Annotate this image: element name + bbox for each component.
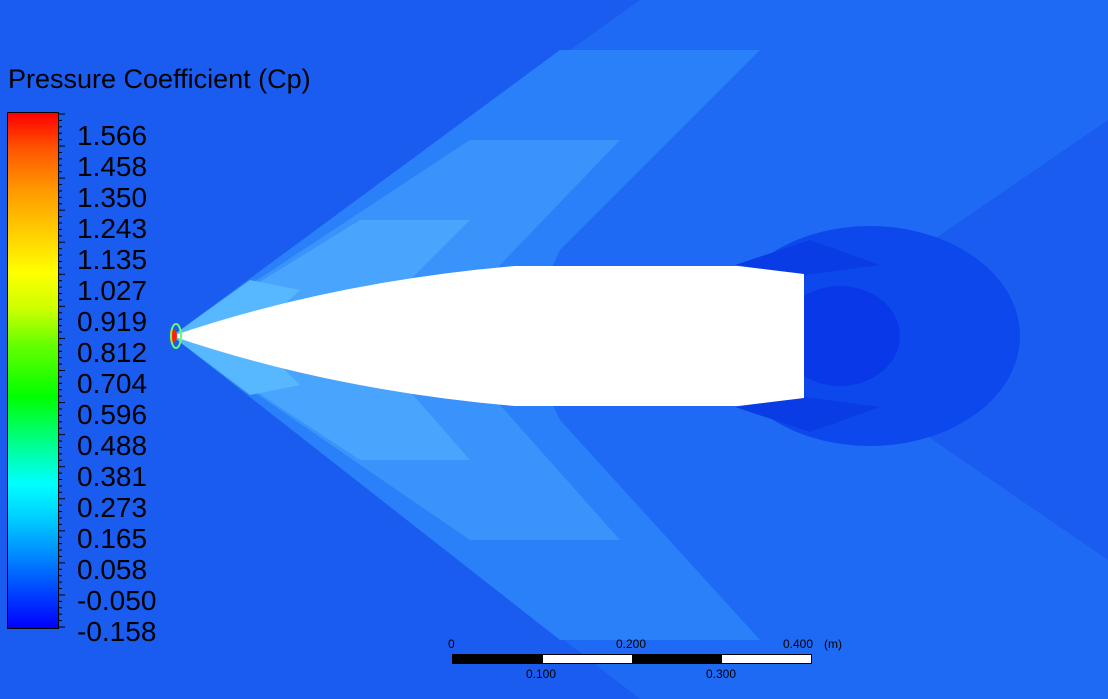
length-scale-bar: 0 0.200 0.400 (m) 0.100 0.300 — [440, 634, 860, 684]
tick-label: 0.596 — [77, 399, 148, 431]
scale-unit: (m) — [824, 637, 842, 651]
tick-label: 0.488 — [77, 430, 148, 462]
projectile-body — [172, 266, 804, 406]
tick-label: 1.350 — [77, 182, 148, 214]
tick-label: 0.273 — [77, 492, 148, 524]
tick-label: 1.243 — [77, 213, 148, 245]
colorbar — [7, 112, 59, 629]
tick-label: 1.135 — [77, 244, 148, 276]
tick-label: 0.704 — [77, 368, 148, 400]
scale-segment-black — [453, 655, 543, 663]
tick-label: 0.058 — [77, 554, 148, 586]
colorbar-tick-labels: 1.566 1.458 1.350 1.243 1.135 1.027 0.91… — [77, 120, 156, 647]
tick-label: -0.158 — [77, 616, 157, 648]
scale-segment-black — [632, 655, 722, 663]
wake-core — [780, 286, 900, 386]
tick-label: 1.566 — [77, 120, 148, 151]
expansion-top — [735, 240, 880, 275]
legend-title: Pressure Coefficient (Cp) — [8, 64, 311, 94]
scale-label-0300: 0.300 — [706, 667, 737, 681]
tick-label: 0.381 — [77, 461, 148, 493]
expansion-bottom — [735, 397, 880, 432]
tick-label: 0.812 — [77, 337, 148, 369]
tick-label: 1.458 — [77, 151, 148, 183]
stagnation-halo — [170, 323, 182, 349]
colorbar-ticks — [59, 113, 65, 628]
scale-segment-white — [721, 655, 811, 663]
scale-label-0200: 0.200 — [616, 637, 647, 651]
scale-segment-white — [542, 655, 632, 663]
tick-label: 0.165 — [77, 523, 148, 555]
tick-label: 1.027 — [77, 275, 148, 307]
scale-segments — [452, 654, 812, 664]
scale-label-0: 0 — [448, 637, 455, 651]
tick-label: -0.050 — [77, 585, 157, 617]
scale-label-0100: 0.100 — [526, 667, 557, 681]
tick-label: 0.919 — [77, 306, 148, 338]
scale-label-0400: 0.400 — [783, 637, 814, 651]
